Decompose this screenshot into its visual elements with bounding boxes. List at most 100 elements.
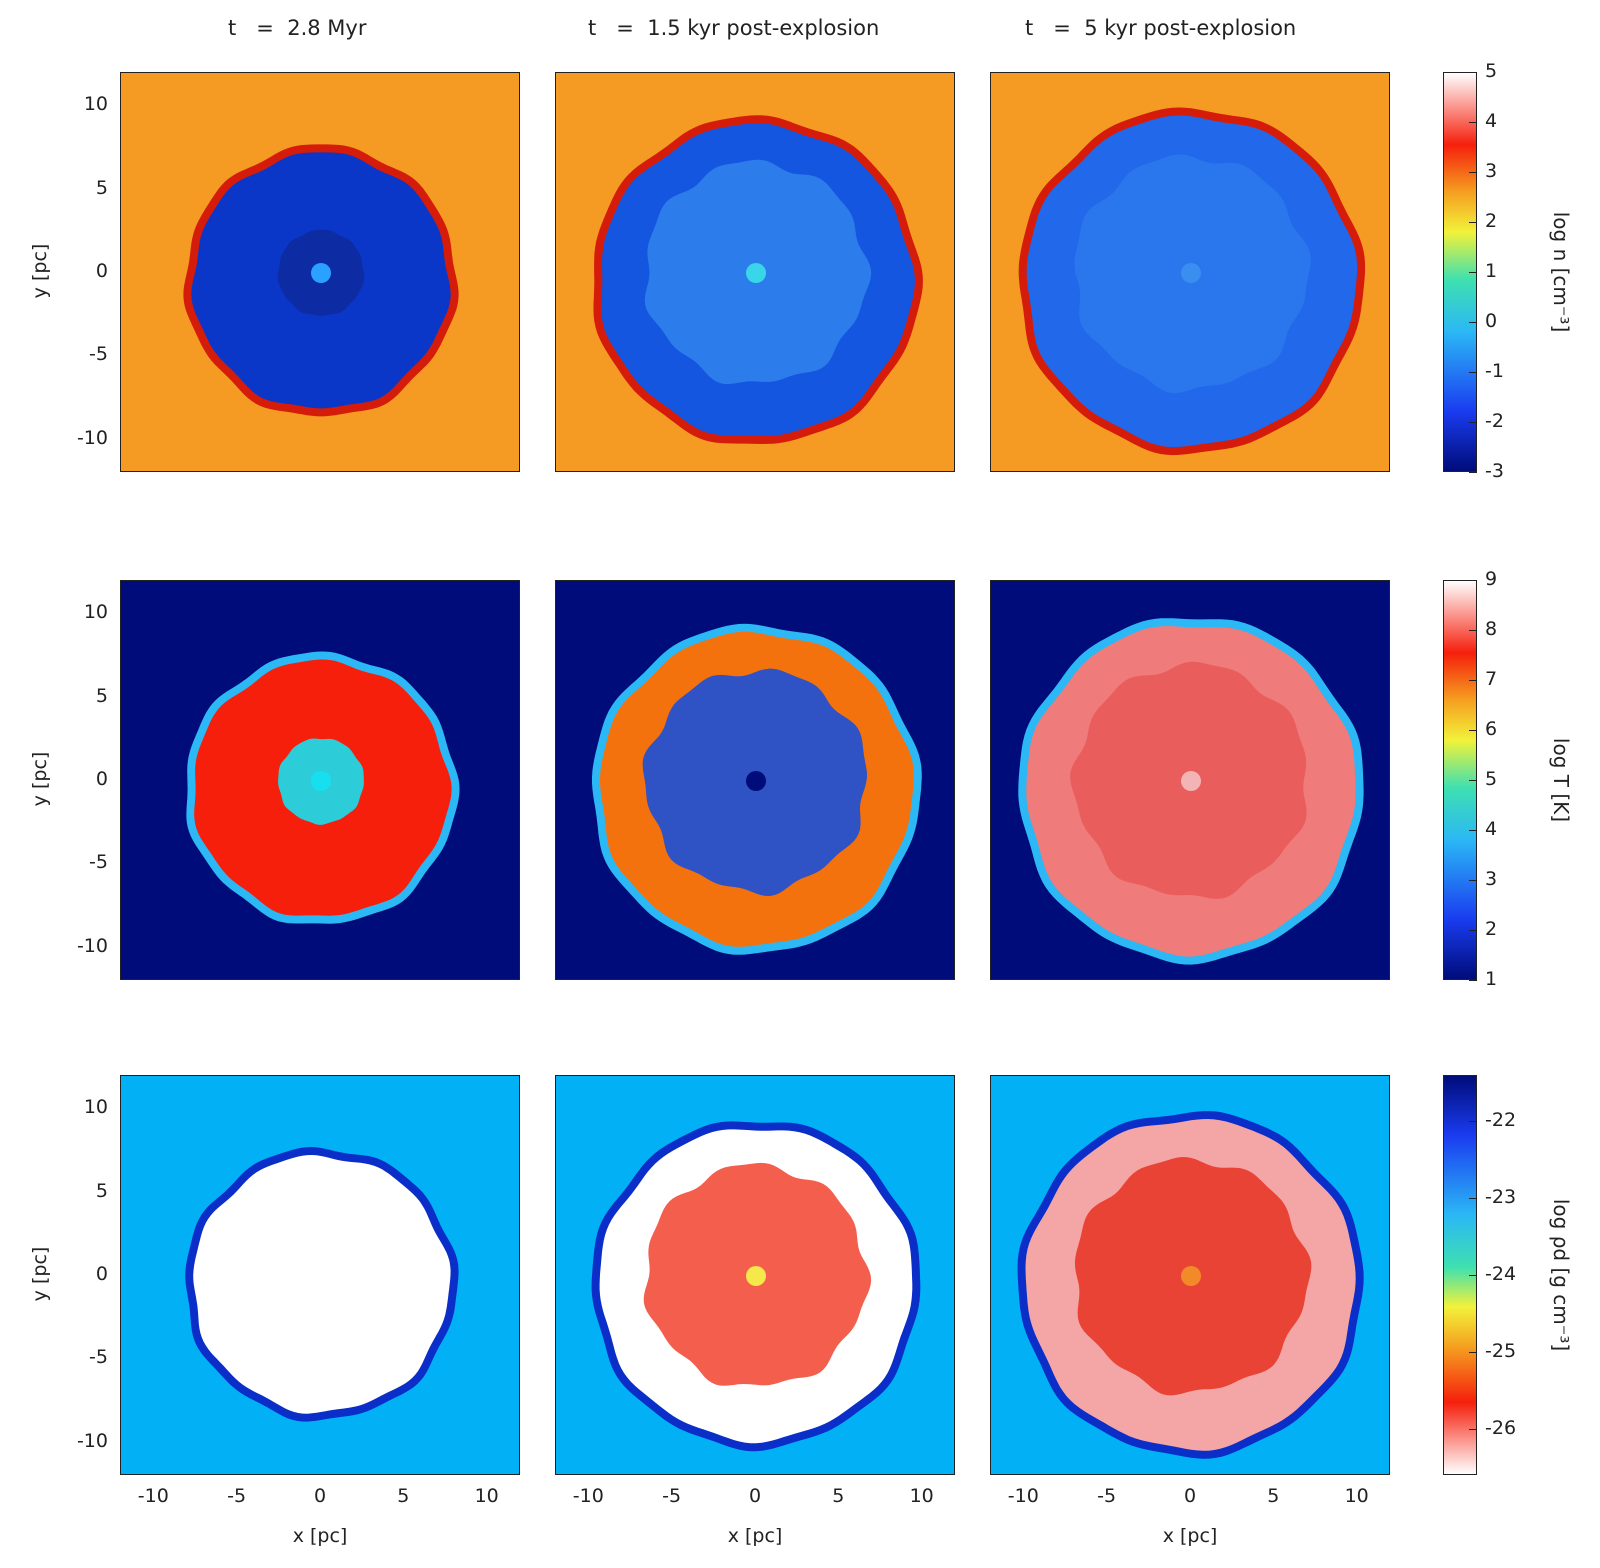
y-tick-label: 5 — [95, 176, 108, 199]
colorbar-tick-mark — [1469, 780, 1477, 781]
x-tick-label: 5 — [1267, 1485, 1280, 1507]
heatmap-svg — [1017, 1111, 1364, 1459]
heatmap-panel — [555, 72, 955, 472]
y-tick-label: 0 — [95, 768, 108, 790]
heatmap-panel — [990, 72, 1390, 472]
colorbar-tick: 5 — [1485, 60, 1498, 82]
colorbar-tick: 0 — [1485, 310, 1498, 332]
colorbar-tick: -3 — [1485, 460, 1504, 482]
x-axis-label: x [pc] — [727, 1525, 783, 1547]
colorbar-label: log T [K] — [1549, 737, 1573, 823]
heatmap-panel — [120, 580, 520, 980]
x-axis-label: x [pc] — [1162, 1525, 1218, 1547]
colorbar-tick: 3 — [1485, 160, 1498, 182]
bubble-center — [746, 1266, 766, 1286]
colorbar-tick-mark — [1469, 680, 1477, 681]
x-axis-label: x [pc] — [292, 1525, 348, 1547]
x-tick-label: 5 — [832, 1485, 845, 1507]
y-tick-label: -5 — [89, 343, 108, 366]
colorbar-label: log ρd [g cm⁻³] — [1549, 1198, 1573, 1352]
heatmap-panel — [990, 580, 1390, 980]
colorbar-tick: 7 — [1485, 668, 1498, 690]
colorbar-tick: -26 — [1485, 1416, 1517, 1439]
x-tick-label: 0 — [748, 1485, 762, 1507]
colorbar-tick-mark — [1469, 730, 1477, 731]
colorbar-label: log n [cm⁻³] — [1549, 211, 1573, 333]
colorbar-tick-mark — [1469, 322, 1477, 323]
colorbar-tick-mark — [1469, 472, 1477, 473]
bubble-center — [746, 263, 766, 283]
colorbar-tick: -2 — [1485, 410, 1504, 432]
y-tick-label: 10 — [83, 1096, 108, 1119]
y-tick-label: 5 — [95, 684, 108, 707]
y-axis-label: y [pc] — [29, 1246, 51, 1302]
colorbar-tick: 2 — [1485, 210, 1498, 232]
colorbar-tick: -1 — [1485, 360, 1504, 382]
colorbar-tick-mark — [1469, 172, 1477, 173]
colorbar-tick: -25 — [1485, 1339, 1517, 1362]
y-tick-label: 0 — [95, 1263, 108, 1285]
x-tick-label: -10 — [1007, 1485, 1039, 1507]
colorbar-tick: 2 — [1485, 918, 1498, 940]
y-tick-label: 0 — [95, 260, 108, 282]
colorbar-tick-mark — [1469, 422, 1477, 423]
heatmap-panel — [120, 1075, 520, 1475]
heatmap-panel — [555, 1075, 955, 1475]
bubble-center — [1181, 771, 1201, 791]
y-tick-label: -10 — [76, 934, 108, 957]
heatmap-svg — [1018, 107, 1366, 456]
colorbar-tick: -24 — [1485, 1263, 1517, 1285]
colorbar-tick: 5 — [1485, 768, 1498, 790]
heatmap-svg — [183, 144, 459, 417]
column-title: t = 5 kyr post-explosion — [1025, 16, 1297, 40]
heatmap-svg — [1018, 618, 1364, 965]
x-tick-label: -5 — [1097, 1485, 1117, 1507]
y-axis-label: y [pc] — [29, 751, 51, 807]
heatmap-svg — [185, 1147, 459, 1422]
colorbar-tick-mark — [1469, 580, 1477, 581]
colorbar-tick-mark — [1469, 880, 1477, 881]
y-tick-label: 10 — [83, 601, 108, 624]
colorbar-tick-mark — [1469, 980, 1477, 981]
bubble-center — [1181, 263, 1201, 283]
x-tick-label: 10 — [1344, 1485, 1369, 1507]
colorbar-tick-mark — [1469, 1275, 1477, 1276]
x-tick-label: 10 — [474, 1485, 499, 1507]
colorbar-tick: 9 — [1485, 568, 1498, 590]
y-axis-label: y [pc] — [29, 243, 51, 299]
heatmap-svg — [593, 115, 923, 444]
colorbar-tick-mark — [1469, 1351, 1477, 1353]
y-tick-label: 5 — [95, 1179, 108, 1202]
x-tick-label: -5 — [227, 1485, 247, 1507]
heatmap-panel — [120, 72, 520, 472]
colorbar-tick-mark — [1469, 1121, 1477, 1123]
colorbar-tick: 1 — [1485, 968, 1498, 990]
colorbar-tick-mark — [1469, 1198, 1477, 1200]
heatmap-svg — [186, 651, 460, 924]
bubble-center — [1181, 1266, 1201, 1286]
x-tick-label: -5 — [662, 1485, 682, 1507]
y-tick-label: 10 — [83, 93, 108, 116]
colorbar-tick-mark — [1469, 1428, 1477, 1430]
colorbar-tick-mark — [1469, 122, 1477, 123]
colorbar-tick-mark — [1469, 72, 1477, 73]
colorbar-tick: -23 — [1485, 1186, 1517, 1209]
bubble-center — [311, 771, 331, 791]
colorbar-tick: 1 — [1485, 260, 1498, 282]
colorbar-tick: 6 — [1485, 718, 1498, 740]
colorbar-tick-mark — [1469, 272, 1477, 273]
heatmap-panel — [555, 580, 955, 980]
x-tick-label: 0 — [313, 1485, 327, 1507]
colorbar-tick-mark — [1469, 630, 1477, 631]
column-title: t = 2.8 Myr — [228, 16, 367, 40]
x-tick-label: -10 — [572, 1485, 604, 1507]
colorbar-tick: 3 — [1485, 868, 1498, 890]
colorbar-tick-mark — [1469, 830, 1477, 831]
y-tick-label: -5 — [89, 1346, 108, 1369]
column-title: t = 1.5 kyr post-explosion — [588, 16, 880, 40]
bubble-center — [746, 771, 766, 791]
bubble-center — [311, 1266, 331, 1286]
y-tick-label: -10 — [76, 1429, 108, 1452]
bubble-center — [311, 263, 331, 283]
heatmap-panel — [990, 1075, 1390, 1475]
